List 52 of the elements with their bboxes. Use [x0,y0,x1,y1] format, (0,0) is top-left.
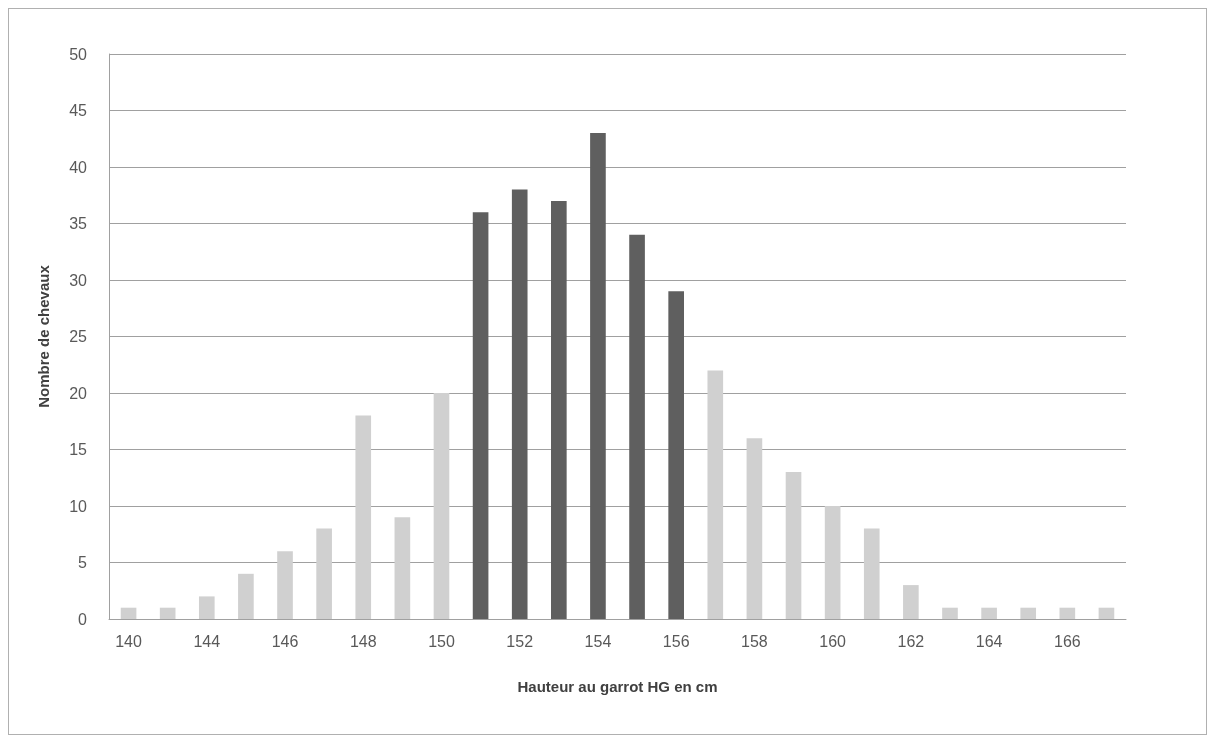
y-tick-label: 20 [69,384,88,402]
y-tick-label: 50 [69,45,88,63]
bar [355,415,372,619]
x-tick-label: 156 [662,632,690,650]
bar [159,607,176,619]
bar [824,506,841,619]
x-tick-label: 150 [428,632,455,650]
bar [198,596,215,619]
bar [1020,607,1037,619]
x-tick-label: 166 [1053,632,1081,650]
x-tick-label: 144 [193,632,221,650]
bar [238,573,254,619]
bar [394,517,411,619]
y-axis-title: Nombre de chevaux [35,264,52,408]
x-tick-label: 148 [349,632,377,650]
y-tick-label: 45 [69,102,88,119]
x-tick-label: 152 [506,632,534,650]
y-tick-label: 40 [69,158,88,176]
bar [472,212,489,619]
x-tick-label: 164 [975,632,1003,650]
bar [551,200,567,619]
x-tick-label: 140 [115,632,142,650]
y-tick-label: 30 [69,271,88,289]
y-tick-label: 25 [69,328,88,345]
bar [590,133,606,619]
y-tick-label: 35 [69,215,88,232]
bar [1059,607,1076,619]
bar [120,607,137,619]
x-tick-label: 146 [271,632,299,650]
bar [511,189,528,619]
x-axis-title: Hauteur au garrot HG en cm [517,678,718,695]
bar [316,528,332,619]
bar [746,438,763,619]
y-tick-label: 15 [69,441,88,458]
x-tick-label: 158 [741,632,768,650]
bar [277,551,293,619]
bar [707,370,724,619]
x-tick-label: 162 [897,632,925,650]
bar [942,607,958,619]
y-tick-label: 0 [78,610,88,628]
bar [668,291,684,619]
bar [981,607,997,619]
x-tick-label: 154 [584,632,612,650]
y-tick-label: 5 [78,554,88,571]
bar [1098,607,1115,619]
bar [863,528,880,619]
y-tick-label: 10 [69,497,88,515]
x-tick-label: 160 [819,632,847,650]
bar [433,393,450,619]
bar [629,234,645,619]
bar [785,472,802,619]
bar [903,585,919,619]
